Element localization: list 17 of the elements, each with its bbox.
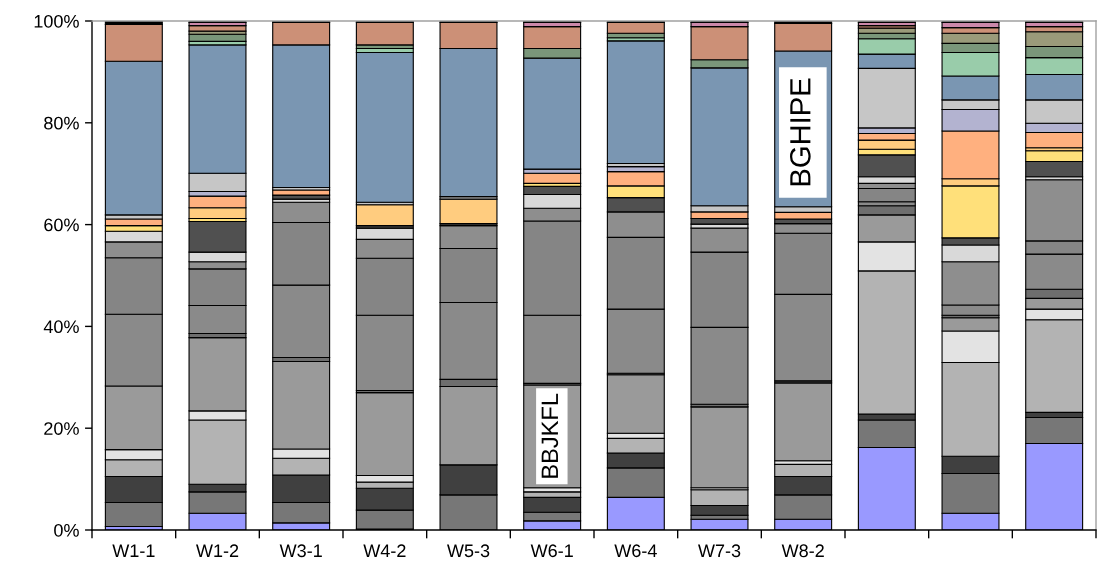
annotation: BGHIPE xyxy=(790,78,811,186)
x-tick-label: W7-3 xyxy=(698,544,741,558)
y-tick-label: 40% xyxy=(43,320,79,334)
y-tick-label: 100% xyxy=(34,14,79,28)
x-tick-label: W4-2 xyxy=(363,544,406,557)
x-tick-label: W3-1 xyxy=(279,544,322,558)
x-tick-label: W1-2 xyxy=(196,544,239,557)
x-tick-label: W1-1 xyxy=(112,544,155,557)
x-tick-label: W6-1 xyxy=(530,544,573,558)
annotation: BBJKFL xyxy=(541,393,559,478)
x-tick-label: W6-4 xyxy=(614,544,657,558)
y-tick-label: 20% xyxy=(44,422,79,435)
y-tick-label: 60% xyxy=(44,218,79,232)
y-tick-label: 0% xyxy=(54,523,79,537)
y-tick-label: 80% xyxy=(44,116,79,130)
x-tick-label: W5-3 xyxy=(447,544,490,558)
x-tick-label: W8-2 xyxy=(781,544,824,558)
